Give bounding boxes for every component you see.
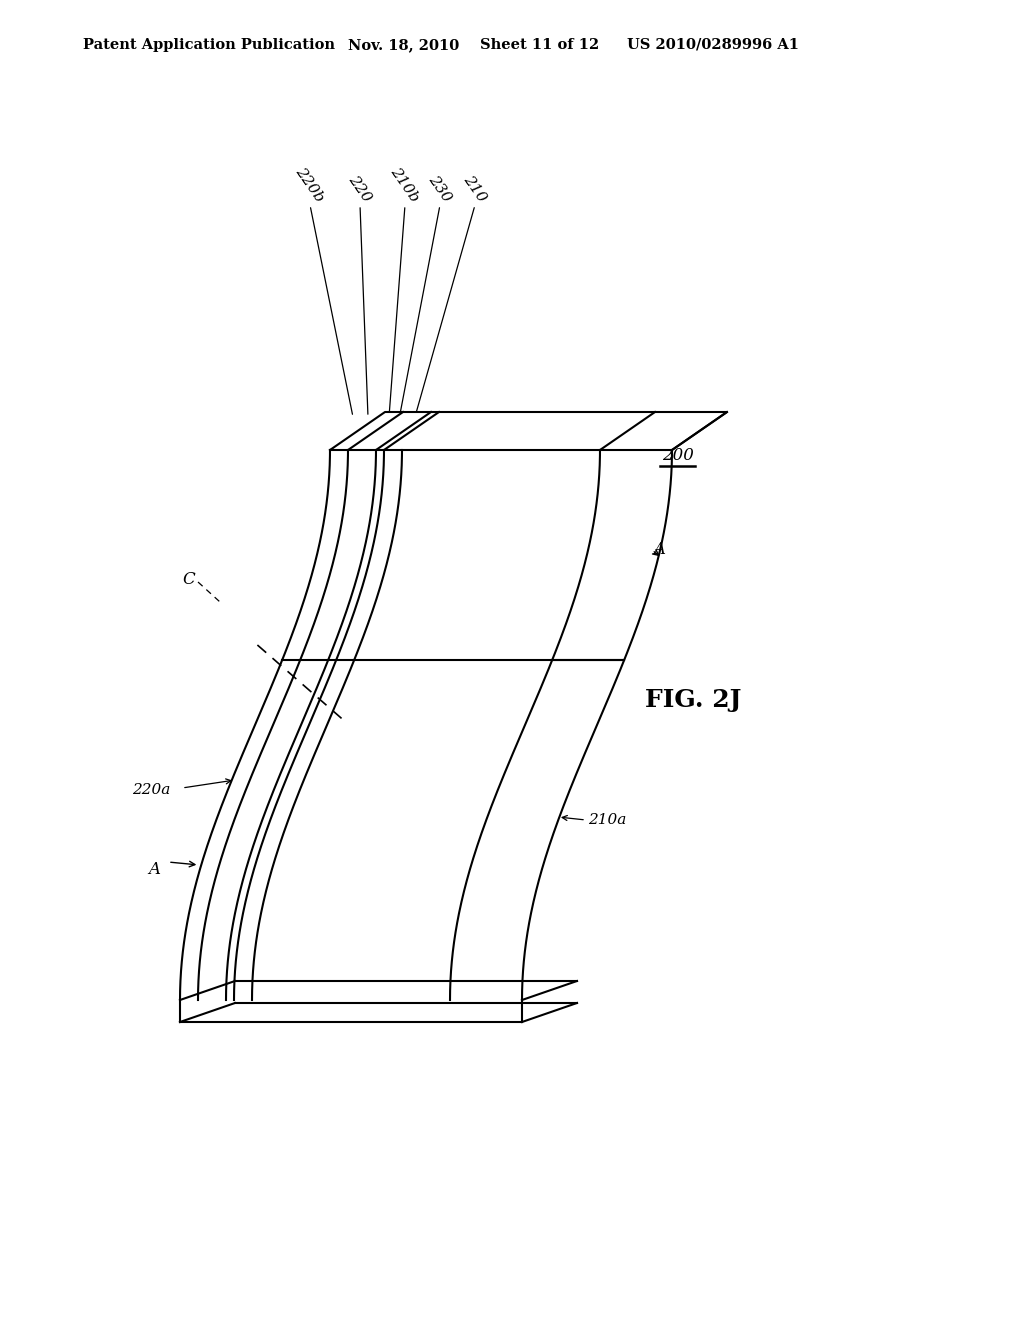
Text: 210: 210 xyxy=(461,173,489,205)
Text: 220: 220 xyxy=(346,173,374,205)
Text: 220a: 220a xyxy=(132,783,170,797)
Text: C: C xyxy=(182,572,195,589)
Text: 220b: 220b xyxy=(293,165,327,205)
Text: 200: 200 xyxy=(662,446,694,463)
Text: 210a: 210a xyxy=(588,813,627,828)
Text: Patent Application Publication: Patent Application Publication xyxy=(83,38,335,51)
Text: Sheet 11 of 12: Sheet 11 of 12 xyxy=(480,38,599,51)
Polygon shape xyxy=(330,412,727,450)
Polygon shape xyxy=(330,412,727,450)
Text: US 2010/0289996 A1: US 2010/0289996 A1 xyxy=(627,38,799,51)
Text: A: A xyxy=(653,541,665,558)
Text: 210b: 210b xyxy=(388,165,422,205)
Text: Nov. 18, 2010: Nov. 18, 2010 xyxy=(348,38,459,51)
Polygon shape xyxy=(180,1001,577,1003)
Text: A: A xyxy=(148,862,160,879)
Text: FIG. 2J: FIG. 2J xyxy=(645,688,741,711)
Text: 230: 230 xyxy=(426,173,454,205)
